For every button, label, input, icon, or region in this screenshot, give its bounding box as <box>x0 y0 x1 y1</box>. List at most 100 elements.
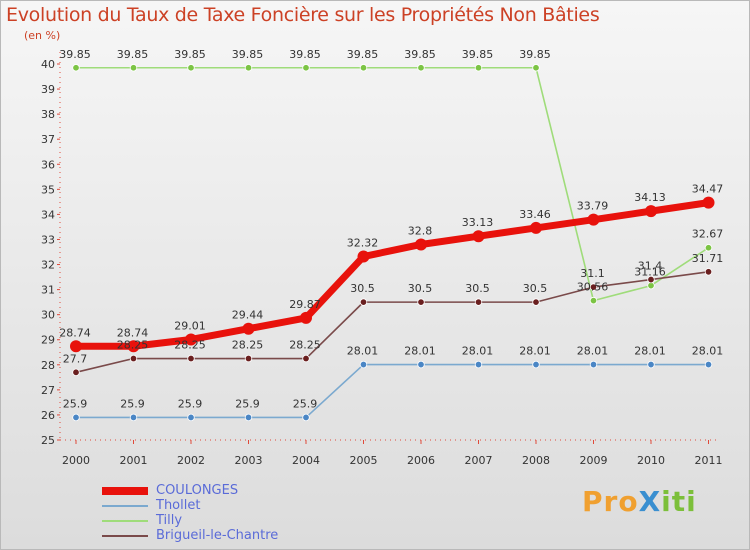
x-tick-label: 2000 <box>62 454 90 467</box>
data-label: 29.87 <box>289 298 321 311</box>
data-label: 28.25 <box>174 339 206 352</box>
data-point <box>417 360 425 369</box>
data-point <box>72 413 80 422</box>
series-line-0 <box>72 199 712 350</box>
legend-swatch-brigueil <box>102 534 148 537</box>
data-label: 28.25 <box>232 339 264 352</box>
data-label: 28.01 <box>692 345 724 358</box>
data-point <box>187 64 195 72</box>
data-point <box>302 413 310 422</box>
y-tick-label: 36 <box>41 158 55 171</box>
data-point <box>645 205 657 218</box>
data-point <box>417 64 425 72</box>
data-point <box>532 64 540 72</box>
legend-label-thollet: Thollet <box>156 498 201 513</box>
data-label: 39.85 <box>59 48 91 61</box>
data-point <box>185 333 197 346</box>
series-points <box>70 64 715 422</box>
data-point <box>129 64 138 72</box>
legend-label-coulonges: COULONGES <box>156 483 239 498</box>
data-label: 32.32 <box>347 237 379 250</box>
data-point <box>359 64 368 72</box>
data-label: 39.85 <box>519 48 551 61</box>
data-point <box>472 230 485 243</box>
data-point <box>587 213 600 226</box>
x-tick-label: 2008 <box>522 454 550 467</box>
data-label: 31.4 <box>638 260 663 273</box>
data-point <box>704 268 713 276</box>
y-tick-label: 28 <box>41 359 55 372</box>
y-tick-label: 38 <box>41 108 55 121</box>
data-point <box>70 340 82 353</box>
data-label: 25.9 <box>63 397 88 410</box>
data-point <box>704 244 713 252</box>
data-point <box>187 354 195 363</box>
data-point <box>244 413 253 422</box>
data-label: 39.85 <box>462 48 494 61</box>
x-tick-label: 2007 <box>465 454 493 467</box>
data-label: 28.01 <box>347 345 379 358</box>
data-point <box>302 354 310 363</box>
legend-swatch-thollet <box>102 504 148 507</box>
data-label: 31.71 <box>692 252 724 265</box>
legend-item-thollet: Thollet <box>102 498 278 513</box>
y-tick-label: 27 <box>41 384 55 397</box>
data-point <box>242 322 255 335</box>
data-label: 34.13 <box>634 191 666 204</box>
data-label: 39.85 <box>289 48 321 61</box>
data-label: 28.01 <box>577 345 609 358</box>
data-point <box>127 340 140 353</box>
data-label: 28.25 <box>289 339 321 352</box>
data-point <box>415 238 427 251</box>
data-label: 27.7 <box>63 352 88 365</box>
data-point <box>474 298 483 306</box>
data-label: 30.56 <box>577 281 609 294</box>
series-line-1 <box>75 363 710 419</box>
data-point <box>702 196 715 209</box>
x-tick-label: 2001 <box>120 454 148 467</box>
data-label: 30.5 <box>350 282 375 295</box>
y-tick-label: 35 <box>41 183 55 196</box>
x-tick-label: 2005 <box>350 454 378 467</box>
data-labels: 28.74 28.74 29.01 29.44 29.87 32.32 32.8 33.13 3… <box>59 48 723 411</box>
data-point <box>244 354 253 363</box>
data-label: 29.01 <box>174 319 206 332</box>
data-point <box>300 311 312 324</box>
y-tick-label: 29 <box>41 334 55 347</box>
data-label: 28.25 <box>117 339 149 352</box>
series-line-2 <box>75 66 710 302</box>
data-point <box>72 64 80 72</box>
data-point <box>532 298 540 306</box>
proxiti-logo: ProXiti <box>582 485 697 518</box>
data-point <box>589 296 598 305</box>
data-point <box>302 64 310 72</box>
data-point <box>72 368 80 377</box>
data-point <box>647 281 655 290</box>
data-label: 31.16 <box>634 266 666 279</box>
x-tick-label: 2002 <box>177 454 205 467</box>
y-tick-label: 32 <box>41 259 55 272</box>
legend-item-brigueil: Brigueil-le-Chantre <box>102 528 278 543</box>
y-tick-label: 33 <box>41 233 55 246</box>
legend-label-tilly: Tilly <box>156 513 183 528</box>
data-point <box>129 413 138 422</box>
data-point <box>357 250 370 263</box>
x-tick-label: 2009 <box>580 454 608 467</box>
y-tick-label: 30 <box>41 309 55 322</box>
legend-item-tilly: Tilly <box>102 513 278 528</box>
data-point <box>532 360 540 369</box>
data-label: 39.85 <box>174 48 206 61</box>
data-label: 28.01 <box>462 345 494 358</box>
x-tick-label: 2003 <box>235 454 263 467</box>
data-label: 25.9 <box>120 397 145 410</box>
x-tick-label: 2010 <box>637 454 665 467</box>
data-point <box>589 360 598 369</box>
data-point <box>417 298 425 306</box>
data-label: 31.1 <box>580 267 605 280</box>
data-point <box>129 354 138 363</box>
series-line-3 <box>75 271 710 374</box>
legend-item-coulonges: COULONGES <box>102 483 278 498</box>
data-label: 39.85 <box>117 48 149 61</box>
data-point <box>359 360 368 369</box>
